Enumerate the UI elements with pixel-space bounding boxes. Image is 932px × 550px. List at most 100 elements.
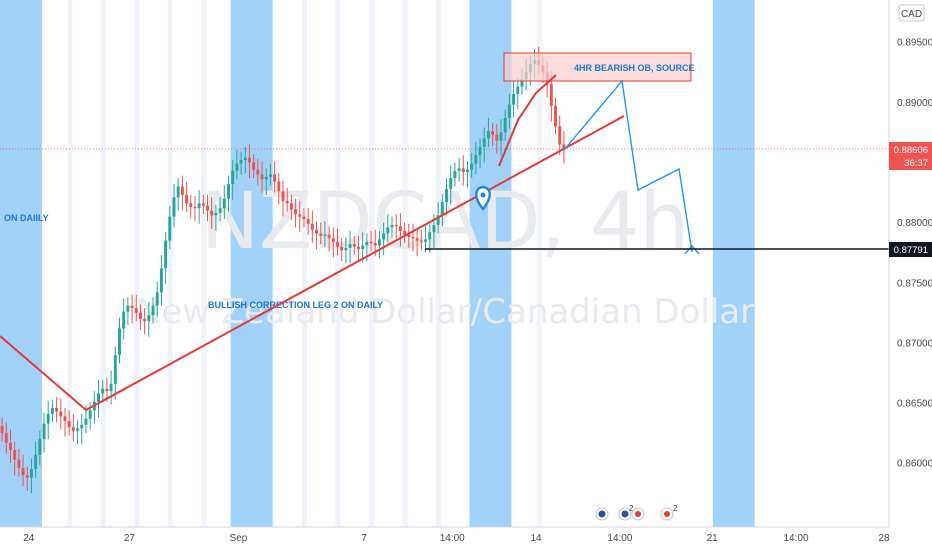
candle-body (50, 407, 54, 414)
x-tick-label: 28 (878, 533, 890, 544)
candle-body (76, 428, 80, 431)
candle-body (80, 424, 84, 429)
candle-body (151, 305, 155, 316)
candle-body (113, 354, 117, 384)
candle-body (197, 203, 201, 209)
map-pin-icon[interactable] (475, 185, 491, 211)
candle-body (67, 421, 71, 428)
candle-body (201, 203, 205, 206)
session-stripe (469, 0, 512, 527)
candle-body (336, 241, 339, 247)
bearish-ob-box[interactable] (503, 52, 692, 82)
countdown: 36:37 (904, 158, 928, 169)
candle-body (168, 216, 172, 241)
candle-body (247, 157, 251, 163)
candle-body (277, 181, 281, 192)
candle-body (503, 117, 507, 133)
candle-body (436, 215, 440, 225)
candle-body (46, 413, 50, 424)
candle-body (549, 84, 553, 106)
y-tick-label: 0.86000 (897, 459, 932, 470)
candle-body (138, 312, 142, 319)
candle-body (285, 200, 289, 204)
candle-body (13, 449, 17, 460)
y-tick-label: 0.87000 (897, 338, 932, 349)
candle-body (243, 157, 247, 161)
ob-label: 4HR BEARISH OB, SOURCE (574, 63, 695, 73)
candle-body (415, 238, 419, 241)
candle-body (0, 425, 4, 434)
candle-body (21, 468, 25, 476)
candle-body (344, 247, 348, 251)
x-tick-label: 14:00 (607, 533, 632, 544)
candle-body (398, 226, 402, 232)
candle-body (516, 86, 520, 94)
y-tick-label: 0.87500 (897, 278, 932, 289)
candle-body (193, 206, 197, 209)
candle-body (260, 174, 264, 180)
candle-body (369, 241, 373, 244)
session-stripe-grey (134, 0, 140, 527)
x-tick-label: 21 (707, 533, 719, 544)
candle-body (206, 205, 210, 211)
trend-line-up[interactable] (85, 115, 625, 411)
candle-body (38, 439, 42, 455)
candle-body (185, 194, 189, 204)
candle-body (231, 170, 235, 185)
y-tick-label: 0.89500 (897, 38, 932, 49)
candle-body (457, 168, 461, 171)
y-tick-label: 0.88000 (897, 218, 932, 229)
candle-body (122, 311, 126, 329)
level-price-value: 0.87791 (894, 245, 928, 256)
last-price-value: 0.88606 (894, 145, 928, 156)
session-stripe-grey (167, 0, 173, 527)
x-tick-label: 7 (361, 533, 367, 544)
candle-body (130, 305, 134, 309)
candle-body (25, 475, 29, 478)
candle-body (164, 240, 168, 269)
x-tick-label: 14:00 (783, 533, 808, 544)
candle-body (411, 237, 415, 239)
candle-body (42, 423, 46, 440)
level-price-tag: 0.87791 (889, 242, 932, 257)
candle-body (159, 268, 163, 293)
candle-body (222, 198, 226, 209)
impulse-line[interactable] (498, 74, 557, 167)
session-stripe-grey (301, 0, 307, 527)
candle-body (432, 224, 436, 233)
candle-body (264, 176, 268, 180)
y-tick-label: 0.86500 (897, 399, 932, 410)
currency-badge[interactable]: CAD (898, 4, 925, 22)
x-tick-label: 24 (23, 533, 35, 544)
candle-body (302, 216, 306, 219)
candle-body (105, 388, 109, 392)
candle-body (373, 243, 377, 246)
candle-body (235, 163, 239, 171)
candle-body (424, 239, 428, 242)
candle-body (340, 246, 344, 251)
candle-body (512, 93, 516, 105)
candle-body (294, 209, 298, 215)
candle-body (176, 186, 180, 198)
candle-body (155, 292, 159, 306)
candle-body (97, 393, 100, 402)
candle-body (147, 315, 151, 322)
candle-body (507, 104, 511, 118)
candle-body (382, 233, 386, 240)
projection-path[interactable] (563, 79, 693, 253)
candle-body (558, 126, 562, 145)
candle-body (394, 224, 398, 227)
candle-body (562, 144, 566, 151)
candle-body (495, 134, 499, 141)
candle-body (520, 79, 524, 87)
candle-body (327, 234, 331, 239)
trend-line-down[interactable] (0, 335, 87, 411)
candle-body (361, 245, 365, 250)
candle-body (323, 234, 327, 236)
session-stripe-grey (436, 0, 442, 527)
event-icons: 2 2 (595, 504, 678, 521)
candle-body (273, 174, 277, 182)
